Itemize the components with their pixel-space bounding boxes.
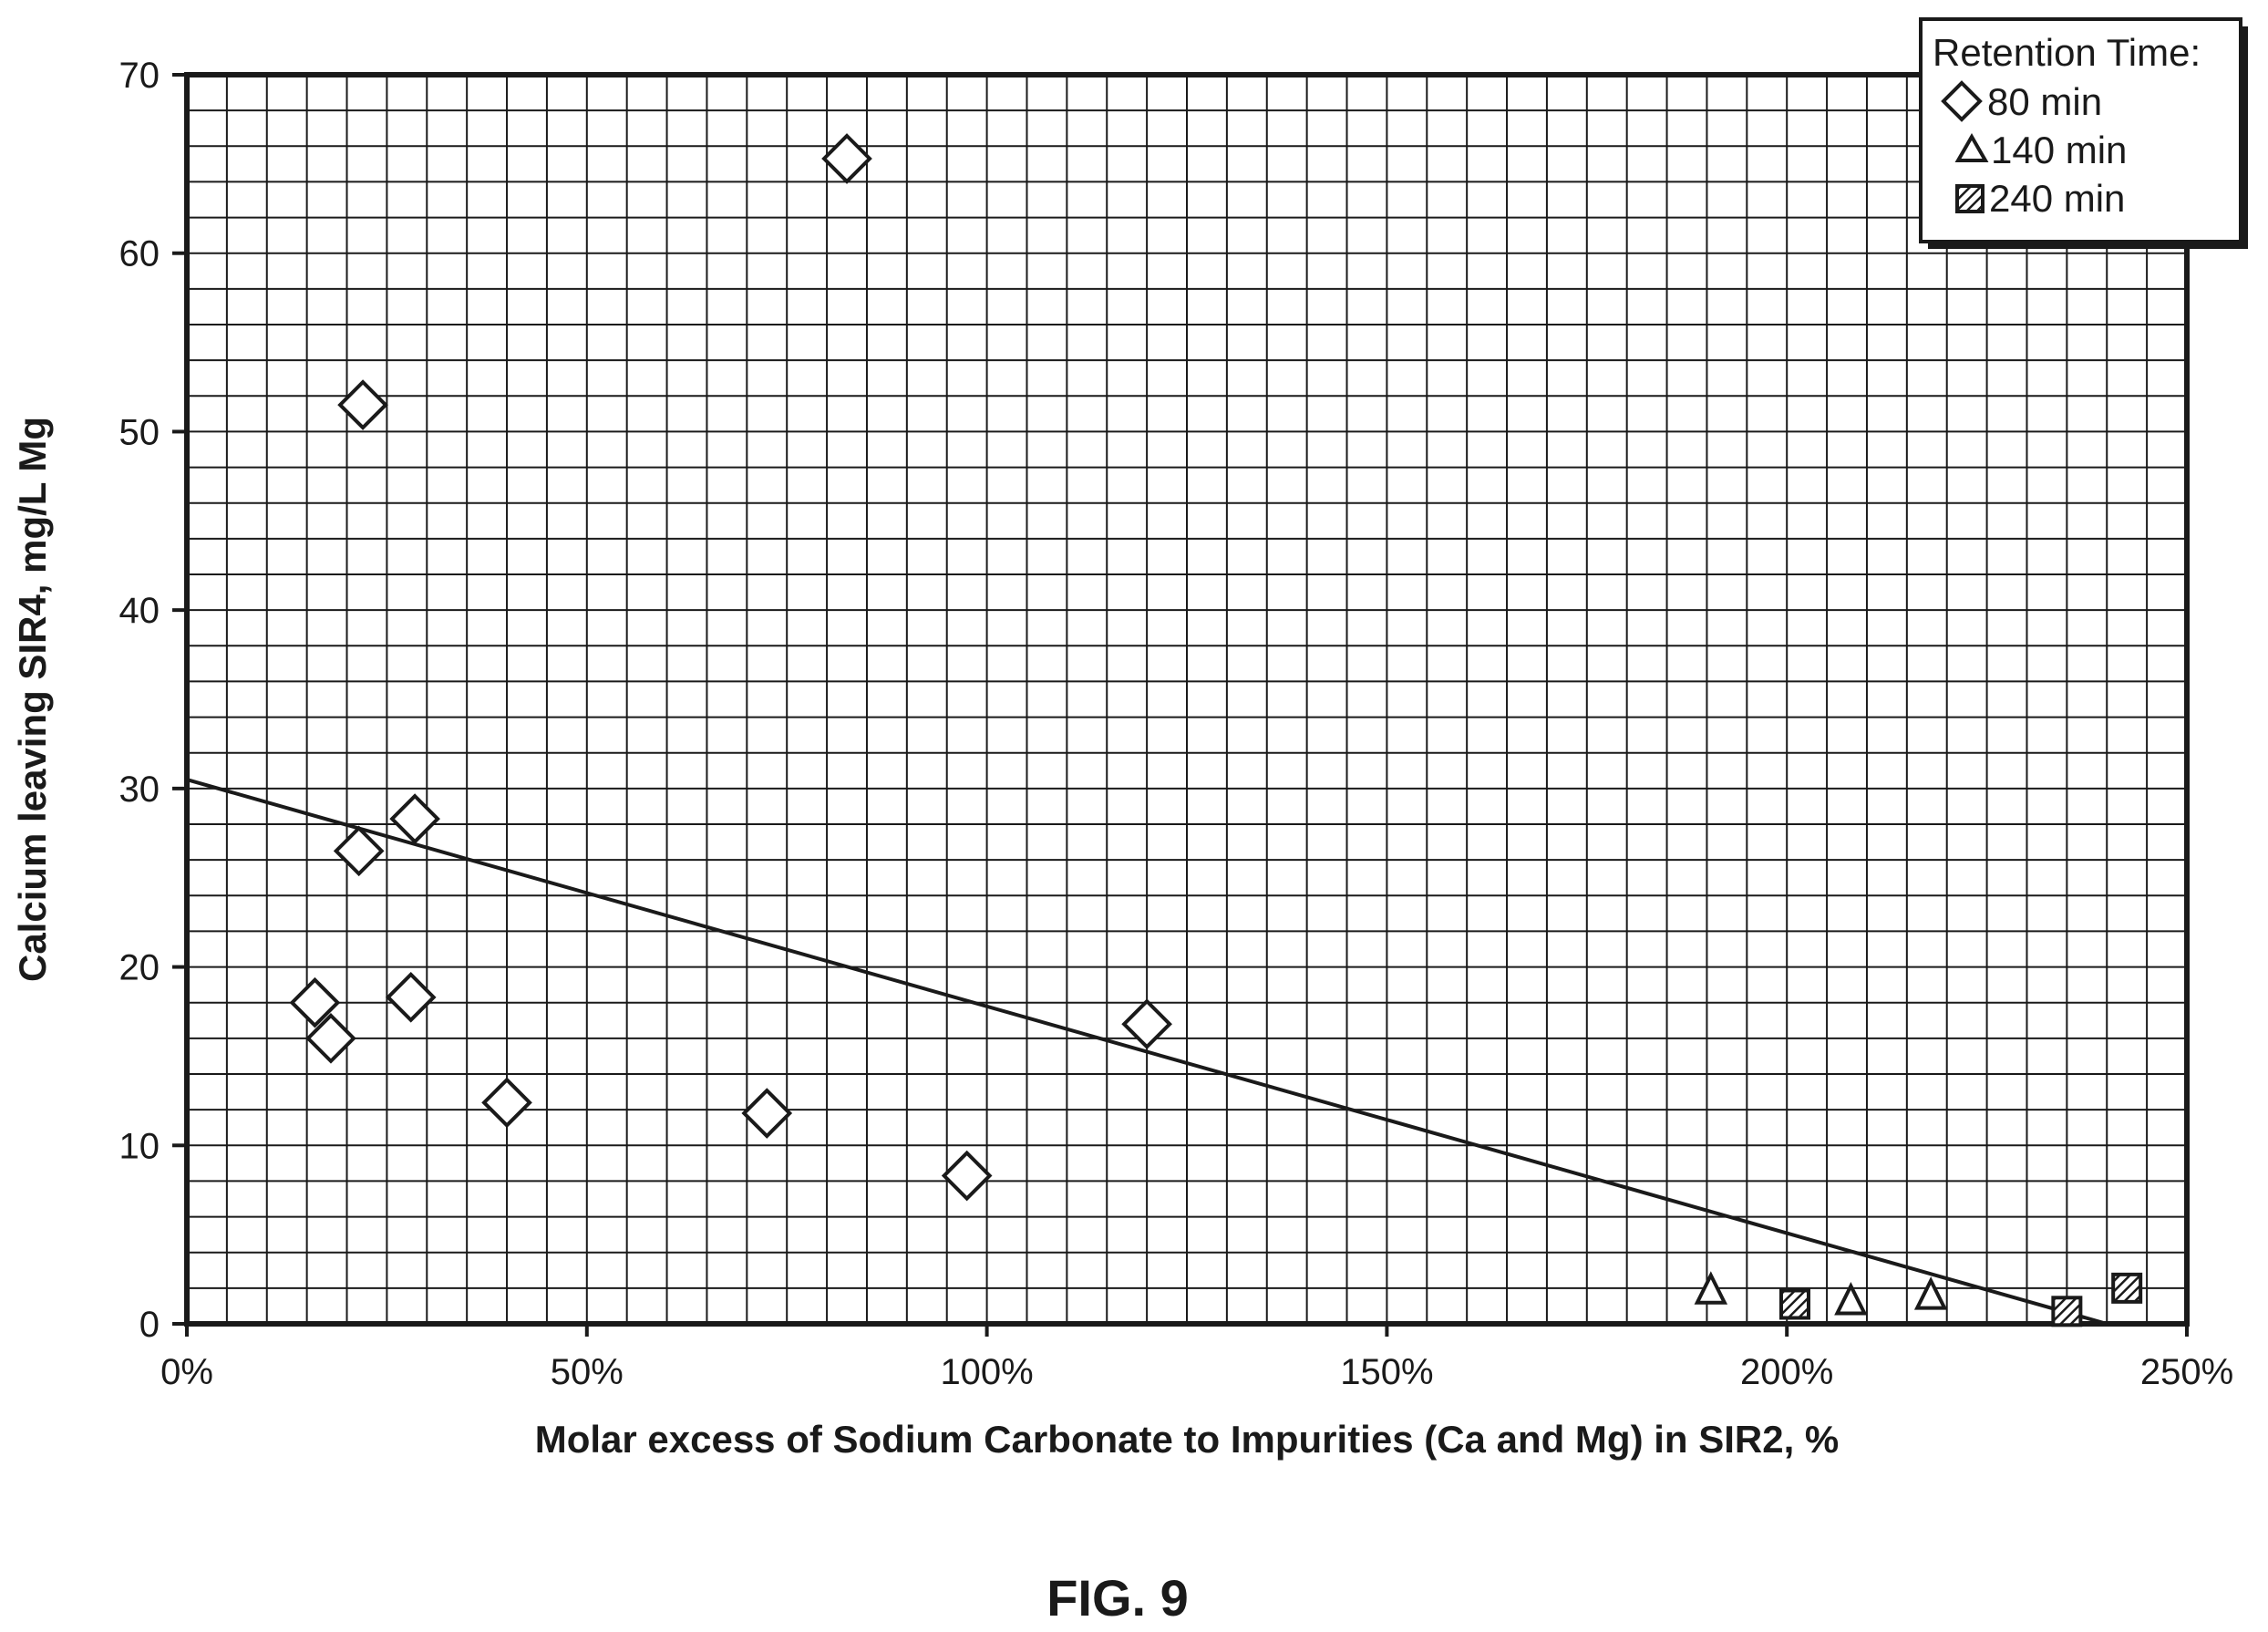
y-tick-label: 30 bbox=[119, 770, 160, 810]
y-tick-label: 0 bbox=[139, 1305, 160, 1345]
legend-entry-80-min: 80 min bbox=[1987, 80, 2102, 123]
data-point-80-min bbox=[289, 976, 341, 1028]
x-tick-label: 100% bbox=[940, 1352, 1033, 1392]
data-point-240-min bbox=[2051, 1296, 2083, 1327]
data-point-240-min bbox=[2111, 1272, 2143, 1304]
y-tick-label: 10 bbox=[119, 1126, 160, 1166]
data-point-240-min bbox=[1778, 1288, 1810, 1320]
x-tick-label: 200% bbox=[1740, 1352, 1833, 1392]
legend-entry-140-min: 140 min bbox=[1991, 129, 2127, 171]
x-tick-label: 250% bbox=[2140, 1352, 2233, 1392]
y-axis-label: Calcium leaving SIR4, mg/L Mg bbox=[11, 417, 54, 982]
data-point-140-min bbox=[1834, 1282, 1868, 1316]
y-tick-label: 50 bbox=[119, 412, 160, 452]
legend-hatched-square-icon bbox=[1955, 184, 1984, 213]
tick-labels: 0% 50% 100% 150% 200% 250% 0 10 20 30 40 50 60 70 bbox=[119, 56, 2234, 1392]
trendline bbox=[186, 778, 2108, 1326]
y-tick-label: 60 bbox=[119, 234, 160, 274]
data-point-80-min bbox=[385, 972, 437, 1023]
axis-ticks bbox=[172, 73, 2189, 1337]
data-point-80-min bbox=[741, 1088, 793, 1139]
legend-title: Retention Time: bbox=[1933, 31, 2201, 74]
legend-triangle-icon bbox=[1954, 132, 1989, 162]
data-point-80-min bbox=[333, 825, 385, 877]
grid-lines bbox=[187, 75, 2187, 1324]
data-point-80-min bbox=[941, 1150, 993, 1202]
trendline-group bbox=[186, 778, 2108, 1326]
legend-entry-240-min: 240 min bbox=[1989, 177, 2125, 220]
data-point-140-min bbox=[1913, 1276, 1948, 1310]
y-tick-label: 20 bbox=[119, 948, 160, 988]
y-tick-label: 70 bbox=[119, 56, 160, 96]
data-point-80-min bbox=[337, 379, 388, 430]
data-point-80-min bbox=[305, 1013, 356, 1064]
data-point-80-min bbox=[821, 133, 872, 184]
legend: Retention Time: 80 min 140 min 240 min bbox=[1919, 17, 2248, 249]
data-point-80-min bbox=[1121, 998, 1172, 1050]
plot-frame bbox=[184, 72, 2190, 1327]
data-point-80-min bbox=[481, 1077, 532, 1129]
x-tick-label: 50% bbox=[551, 1352, 624, 1392]
data-points bbox=[289, 133, 2143, 1327]
data-point-80-min bbox=[389, 793, 440, 844]
legend-diamond-icon bbox=[1941, 80, 1983, 122]
x-tick-label: 0% bbox=[160, 1352, 213, 1392]
figure-caption: FIG. 9 bbox=[1046, 1569, 1189, 1627]
data-point-140-min bbox=[1694, 1271, 1728, 1305]
y-tick-label: 40 bbox=[119, 591, 160, 631]
x-tick-label: 150% bbox=[1340, 1352, 1433, 1392]
x-axis-label: Molar excess of Sodium Carbonate to Impu… bbox=[535, 1418, 1840, 1461]
